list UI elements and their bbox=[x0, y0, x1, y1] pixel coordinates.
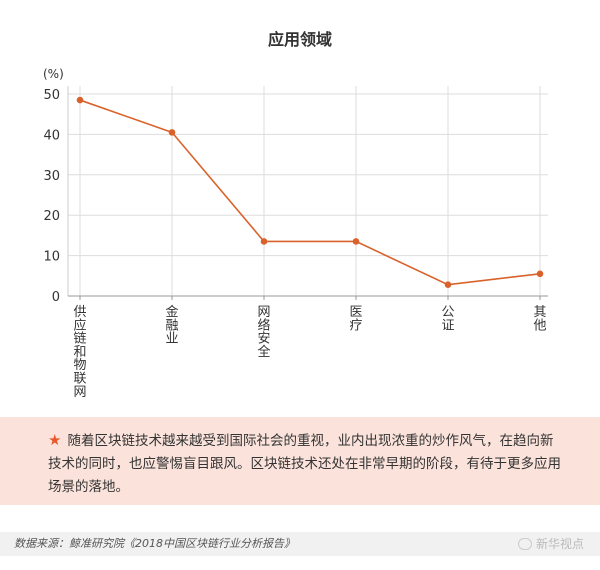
watermark: 新华视点 bbox=[517, 535, 584, 553]
star-icon: ★ bbox=[48, 431, 62, 449]
y-tick-label: 20 bbox=[43, 209, 60, 224]
y-tick-label: 30 bbox=[43, 169, 60, 184]
y-tick-label: 40 bbox=[43, 128, 60, 143]
commentary-text: 随着区块链技术越来越受到国际社会的重视，业内出现浓重的炒作风气，在趋向新技术的同… bbox=[48, 433, 561, 495]
tick-labels: 0 10 20 30 40 50 (%) 供应链和物联网 金融业 网络安全 医疗 公证 其他 bbox=[43, 67, 547, 400]
data-points bbox=[76, 96, 544, 288]
data-point bbox=[260, 238, 268, 245]
series-polyline bbox=[79, 99, 541, 286]
x-tick-label: 公证 bbox=[441, 305, 454, 333]
commentary-box: ★ 随着区块链技术越来越受到国际社会的重视，业内出现浓重的炒作风气，在趋向新技术的… bbox=[0, 417, 600, 505]
y-axis-unit: (%) bbox=[43, 67, 64, 81]
x-tick-label: 供应链和物联网 bbox=[73, 305, 86, 400]
data-point bbox=[444, 281, 452, 288]
data-source: 数据来源：鲸准研究院《2018中国区块链行业分析报告》 bbox=[0, 532, 600, 556]
x-tick-label: 网络安全 bbox=[257, 305, 270, 360]
y-tick-label: 0 bbox=[52, 290, 60, 305]
grid bbox=[67, 86, 548, 296]
y-tick-label: 50 bbox=[43, 88, 60, 103]
data-point bbox=[168, 129, 176, 136]
line-chart: 0 10 20 30 40 50 (%) 供应链和物联网 金融业 网络安全 医疗 公证 其他 bbox=[43, 67, 548, 400]
x-tick-label: 金融业 bbox=[165, 304, 178, 347]
data-point bbox=[76, 96, 84, 104]
watermark-text: 新华视点 bbox=[535, 537, 584, 551]
y-tick-label: 10 bbox=[43, 250, 60, 265]
series-line bbox=[79, 99, 541, 286]
data-point bbox=[352, 238, 360, 245]
chart-title: 应用领域 bbox=[267, 30, 332, 49]
axes bbox=[68, 295, 548, 300]
wechat-icon bbox=[517, 538, 532, 550]
x-tick-label: 医疗 bbox=[349, 305, 362, 333]
data-point bbox=[536, 270, 544, 278]
x-tick-label: 其他 bbox=[533, 305, 546, 333]
